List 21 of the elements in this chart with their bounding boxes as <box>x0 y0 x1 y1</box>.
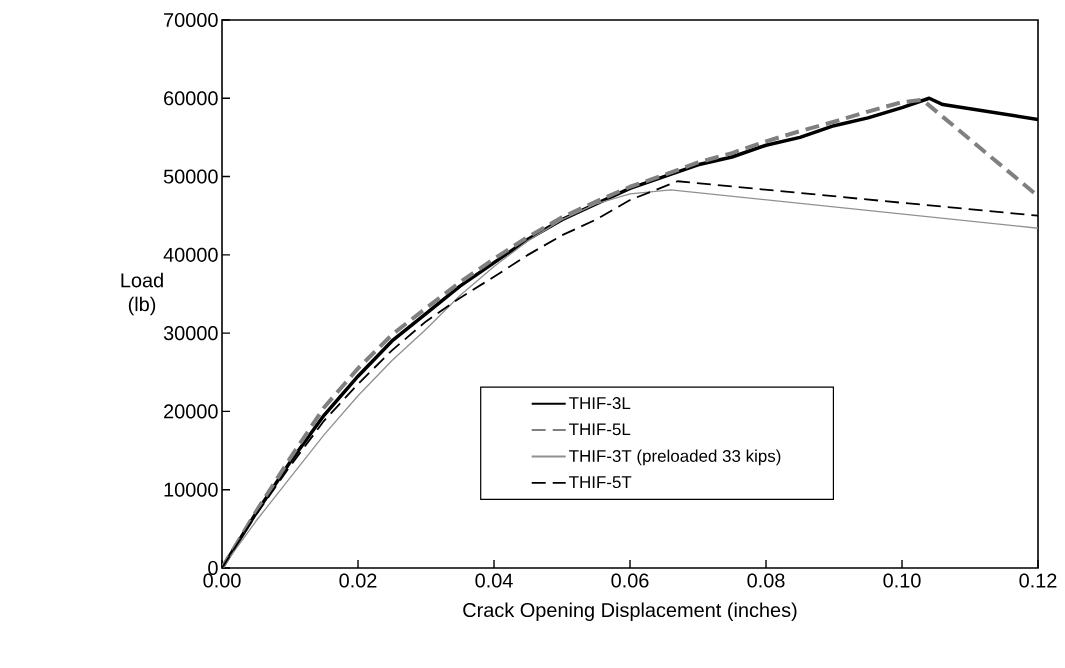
x-tick-label: 0.06 <box>611 573 649 588</box>
legend-label: THIF-5L <box>569 423 631 436</box>
y-tick-label: 10000 <box>164 482 218 497</box>
y-tick-label: 30000 <box>163 326 218 341</box>
x-tick-label: 0.04 <box>475 573 513 588</box>
legend-label: THIF-5T <box>569 476 632 489</box>
x-tick-label: 0.00 <box>203 573 241 588</box>
y-tick-label: 40000 <box>163 247 218 262</box>
x-tick-label: 0.12 <box>1019 573 1057 588</box>
x-tick-label: 0.02 <box>339 573 377 588</box>
x-tick-label: 0.08 <box>747 573 785 588</box>
legend-label: THIF-3T (preloaded 33 kips) <box>569 449 781 466</box>
legend-label: THIF-3L <box>569 397 631 410</box>
y-tick-label: 0 <box>208 560 218 576</box>
y-tick-label: 60000 <box>164 91 218 106</box>
y-tick-label: 70000 <box>164 12 218 28</box>
y-axis-title: Load (lb) <box>121 272 163 316</box>
y-tick-label: 20000 <box>164 404 218 419</box>
x-tick-label: 0.10 <box>883 573 921 588</box>
y-tick-label: 50000 <box>163 169 218 184</box>
x-axis-title: Crack Opening Displacement (inches) <box>463 602 797 622</box>
